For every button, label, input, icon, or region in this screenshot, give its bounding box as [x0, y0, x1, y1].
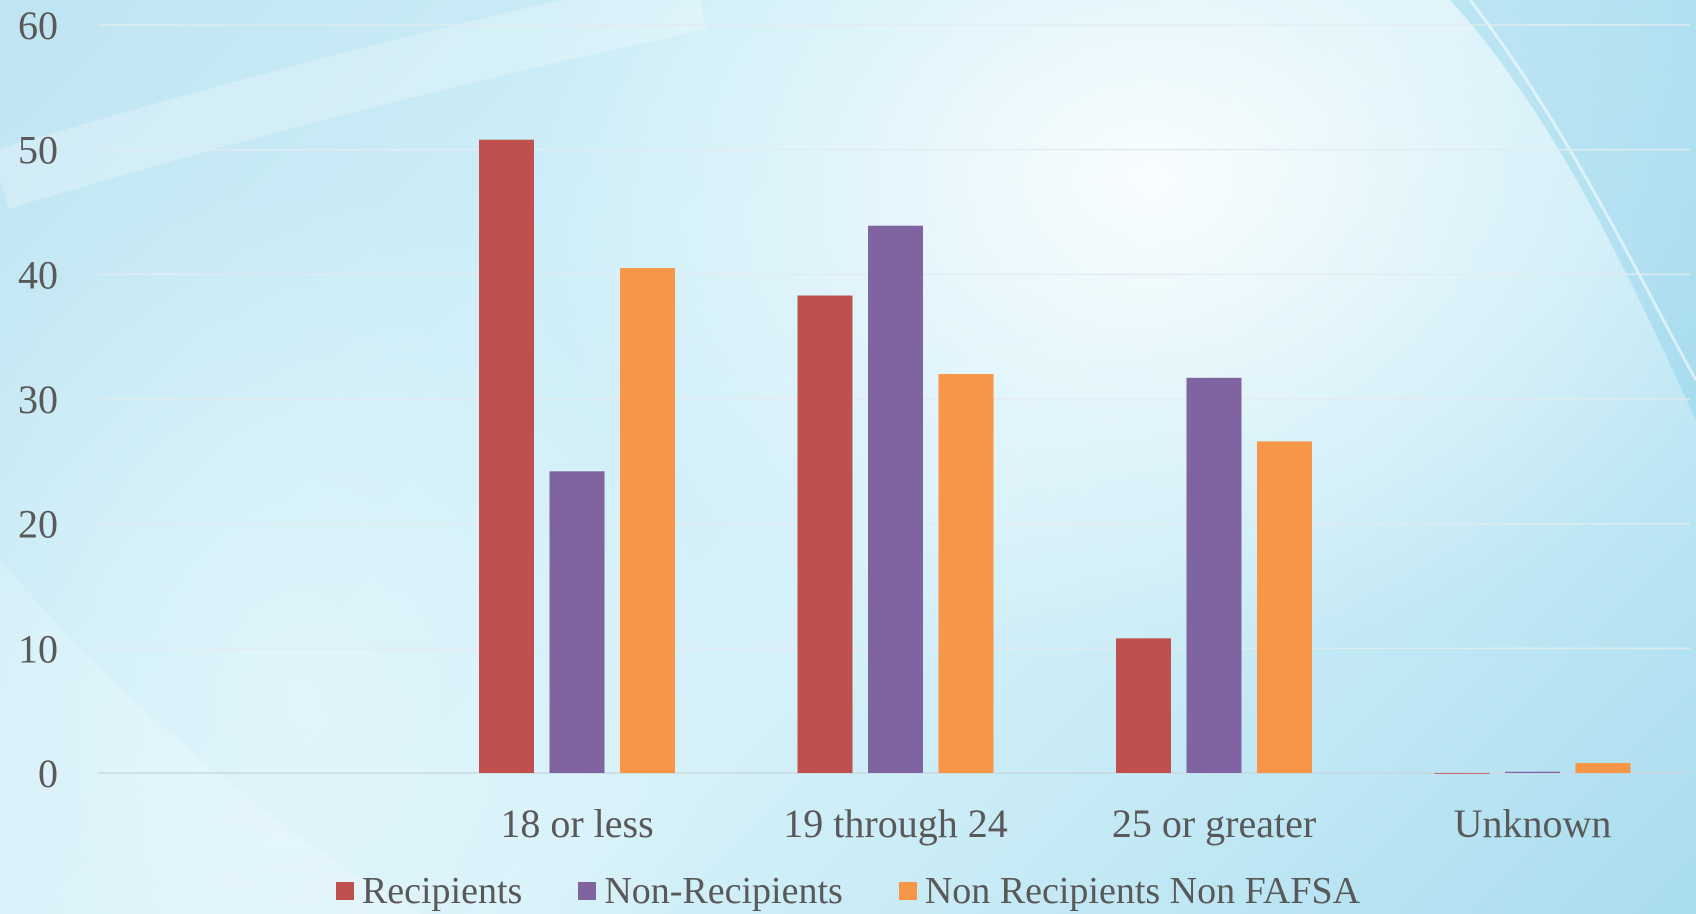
bar-recipients-1 [797, 295, 853, 773]
legend-item: Non-Recipients [578, 869, 843, 913]
bar-non-recipients-3 [1505, 771, 1560, 773]
y-tick-label: 0 [38, 751, 58, 796]
x-axis-labels: 18 or less 19 through 24 25 or greater Unkn… [500, 801, 1611, 846]
bar-recipients-3 [1434, 773, 1490, 774]
bar-recipients-2 [1116, 638, 1171, 773]
x-category-label: 19 through 24 [783, 801, 1007, 846]
x-category-label: 25 or greater [1112, 801, 1316, 846]
legend-swatch [335, 882, 354, 900]
legend-swatch [578, 882, 597, 900]
bar-non-recipients-non-fafsa-1 [938, 374, 994, 773]
y-tick-label: 60 [18, 3, 58, 48]
y-tick-label: 20 [18, 502, 58, 547]
x-category-label: Unknown [1454, 801, 1612, 846]
bars [479, 139, 1631, 774]
legend-label: Non-Recipients [604, 870, 843, 912]
legend-item: Recipients [335, 869, 523, 913]
bar-non-recipients-0 [549, 471, 605, 773]
x-category-label: 18 or less [500, 801, 653, 846]
bar-non-recipients-2 [1186, 377, 1242, 773]
legend-label: Non Recipients Non FAFSA [924, 870, 1361, 912]
bar-non-recipients-non-fafsa-2 [1257, 441, 1312, 773]
bar-non-recipients-non-fafsa-3 [1575, 763, 1631, 773]
legend: Recipients Non-Recipients Non Recipients N… [0, 868, 1696, 914]
legend-item: Non Recipients Non FAFSA [898, 869, 1361, 913]
legend-swatch [898, 882, 917, 900]
y-tick-label: 50 [18, 128, 58, 173]
y-tick-label: 40 [18, 252, 58, 297]
bar-non-recipients-non-fafsa-0 [620, 268, 675, 773]
y-tick-label: 10 [18, 626, 58, 671]
y-axis-ticks: 0 10 20 30 40 50 60 [18, 3, 58, 796]
bar-non-recipients-1 [868, 225, 923, 774]
legend-label: Recipients [361, 870, 523, 912]
y-tick-label: 30 [18, 377, 58, 422]
bar-recipients-0 [479, 139, 534, 773]
